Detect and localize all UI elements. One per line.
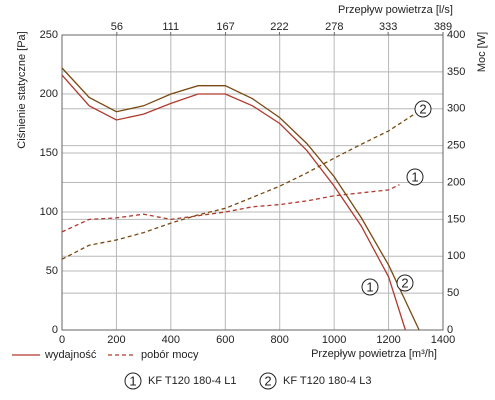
legend-marker: 2 (264, 373, 271, 388)
x-tick-label: 400 (162, 334, 180, 346)
legend-label: wydajność (44, 349, 97, 361)
x2-tick-label: 389 (434, 21, 452, 33)
curve-marker: 1 (366, 279, 373, 294)
pressure-line (61, 74, 407, 331)
y2-tick-label: 350 (447, 66, 465, 78)
x-tick-label: 1400 (431, 334, 455, 346)
y-tick-label: 250 (40, 29, 58, 41)
y-tick-label: 100 (40, 206, 58, 218)
x-tick-label: 200 (107, 334, 125, 346)
legend-marker-circle (259, 372, 277, 390)
y2-tick-label: 100 (447, 250, 465, 262)
curve-marker: 2 (419, 101, 426, 116)
power-line (61, 112, 417, 260)
x-tick-label: 1000 (322, 334, 346, 346)
x2-tick-label: 167 (216, 21, 234, 33)
y2-tick-label: 150 (447, 213, 465, 225)
y2-tick-label: 400 (447, 29, 465, 41)
x2-tick-label: 333 (379, 21, 397, 33)
x2-tick-label: 56 (111, 21, 123, 33)
legend-label: KF T120 180-4 L1 (148, 375, 236, 387)
legend-label: KF T120 180-4 L3 (283, 375, 371, 387)
y-tick-label: 0 (52, 324, 58, 336)
y-tick-label: 150 (40, 147, 58, 159)
x-tick-label: 600 (216, 334, 234, 346)
curve-marker-circle (361, 278, 379, 296)
y-tick-label: 200 (40, 88, 58, 100)
y2-tick-label: 250 (447, 140, 465, 152)
y2-tick-label: 0 (447, 324, 453, 336)
x2-tick-label: 111 (162, 21, 179, 33)
x-tick-label: 0 (59, 334, 65, 346)
legend-label: pobór mocy (141, 349, 199, 361)
y2-tick-label: 50 (447, 287, 459, 299)
legend-marker: 1 (129, 373, 136, 388)
x-tick-label: 800 (271, 334, 289, 346)
curve-marker: 1 (411, 169, 418, 184)
y2-tick-label: 200 (447, 176, 465, 188)
curve-marker-circle (396, 274, 414, 292)
curve-marker: 2 (401, 275, 408, 290)
pressure-line (61, 67, 420, 331)
x-axis-title: Przepływ powietrza [m³/h] (311, 348, 437, 360)
x2-tick-label: 222 (270, 21, 288, 33)
x2-tick-label: 278 (325, 21, 343, 33)
y2-tick-label: 300 (447, 103, 465, 115)
legend-marker-circle (124, 372, 142, 390)
curve-marker-circle (414, 100, 432, 118)
x2-axis-title: Przepływ powietrza [l/s] (338, 4, 453, 16)
y-tick-label: 50 (46, 265, 58, 277)
plot-frame (61, 34, 444, 331)
curve-marker-circle (406, 168, 424, 186)
y-axis-title: Ciśnienie statyczne [Pa] (16, 31, 28, 148)
y2-axis-title: Moc [W] (476, 32, 488, 72)
x-tick-label: 1200 (376, 334, 400, 346)
